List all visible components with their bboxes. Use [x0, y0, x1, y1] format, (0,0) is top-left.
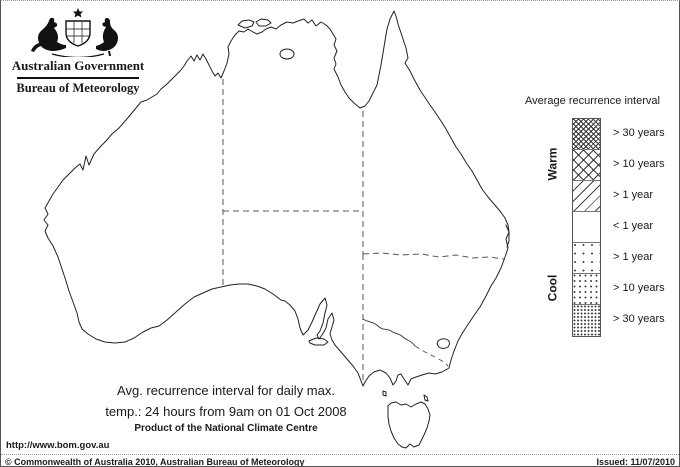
copyright-notice: © Commonwealth of Australia 2010, Austra…	[5, 457, 305, 467]
kangaroo-island	[308, 337, 329, 346]
legend-swatch-under-1y	[573, 212, 600, 243]
map-title-block: Avg. recurrence interval for daily max. …	[95, 383, 357, 434]
legend-swatch-warm-1y	[573, 181, 600, 212]
legend-labels: > 30 years > 10 years > 1 year < 1 year …	[613, 118, 665, 337]
flinders-island	[423, 394, 429, 402]
legend-title: Average recurrence interval	[525, 95, 660, 107]
bureau-name: Bureau of Meteorology	[16, 81, 140, 95]
legend-label: > 1 year	[613, 251, 654, 263]
tasmania-outline	[387, 401, 431, 449]
legend-color-bar	[572, 118, 601, 337]
legend-label: > 30 years	[613, 127, 665, 139]
legend-warm-label: Warm	[545, 147, 560, 181]
legend: Average recurrence interval Warm Cool > …	[525, 95, 665, 337]
map-title-line3: Product of the National Climate Centre	[134, 423, 318, 434]
legend-swatch-cool-10y	[573, 274, 600, 305]
legend-swatch-cool-1y	[573, 243, 600, 274]
legend-swatch-cool-30y	[573, 305, 600, 336]
bathurst-island	[255, 18, 272, 27]
king-island	[382, 390, 387, 397]
issued-date: Issued: 11/07/2010	[596, 457, 675, 467]
legend-label: < 1 year	[613, 220, 654, 232]
coat-of-arms-icon	[31, 8, 118, 57]
murray-river	[362, 318, 416, 347]
island-ellipse	[279, 48, 295, 60]
logo-divider	[17, 77, 139, 79]
legend-label: > 30 years	[613, 313, 665, 325]
coastline	[43, 10, 510, 387]
agency-logo: Australian Government Bureau of Meteorol…	[11, 7, 145, 96]
legend-label: > 1 year	[613, 189, 654, 201]
legend-body: Warm Cool > 30 years > 10 years > 1 year…	[546, 118, 665, 337]
footer-divider	[1, 454, 679, 455]
legend-label: > 10 years	[613, 282, 665, 294]
fraser-island	[505, 224, 510, 248]
act-boundary	[436, 338, 450, 349]
legend-swatch-warm-30y	[573, 119, 600, 150]
legend-swatch-warm-10y	[573, 150, 600, 181]
bom-url: http://www.bom.gov.au	[6, 440, 110, 451]
legend-cool-label: Cool	[545, 274, 560, 302]
qld-nsw-border	[362, 252, 505, 260]
legend-label: > 10 years	[613, 158, 665, 170]
melville-island	[237, 19, 255, 29]
map-title-line2: temp.: 24 hours from 9am on 01 Oct 2008	[105, 404, 347, 419]
map-title-line1: Avg. recurrence interval for daily max.	[117, 383, 335, 398]
nsw-vic-border-east	[414, 345, 449, 367]
government-name: Australian Government	[11, 58, 145, 73]
